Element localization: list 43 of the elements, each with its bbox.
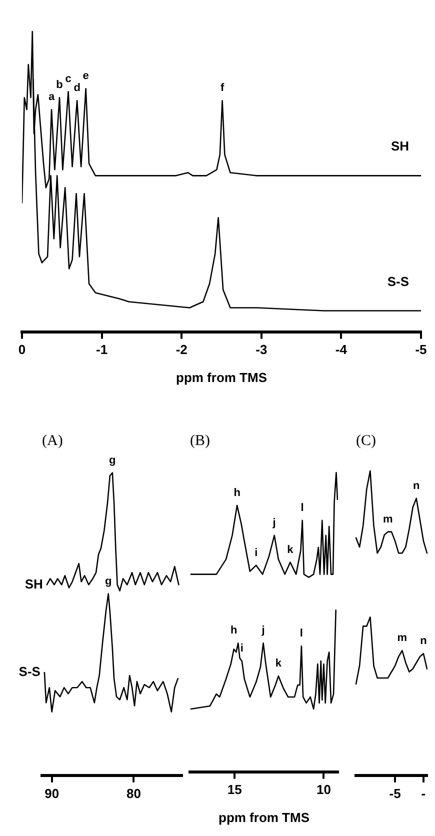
annotation: b	[56, 79, 64, 92]
series-label: S-S	[18, 664, 41, 680]
x-tick-label: 80	[126, 786, 141, 801]
annotation: j	[260, 624, 265, 637]
annotation: h	[230, 624, 238, 637]
annotation: d	[74, 82, 80, 94]
annotation: g	[109, 454, 116, 466]
annotation: e	[82, 70, 89, 82]
x-tick-label: -1	[96, 342, 108, 358]
annotation: l	[300, 502, 304, 514]
annotation: m	[397, 632, 408, 644]
series-label: S-S	[387, 274, 410, 289]
annotation: c	[65, 73, 72, 86]
x-tick-label: -3	[256, 342, 268, 358]
annotation: a	[48, 91, 56, 104]
x-axis-title: ppm from TMS	[176, 370, 268, 385]
series-label: SH	[24, 576, 43, 592]
x-tick-label: -2	[176, 342, 188, 358]
chart-title: (B)	[190, 432, 210, 449]
annotation: n	[420, 635, 428, 648]
annotation: f	[220, 82, 224, 94]
x-tick-label: -4	[335, 342, 348, 358]
annotation: m	[383, 513, 394, 526]
annotation: k	[275, 658, 282, 670]
annotation: i	[254, 546, 258, 559]
annotation: l	[300, 628, 303, 640]
x-tick-label: -	[421, 786, 426, 801]
x-tick-label: 10	[316, 782, 331, 798]
annotation: g	[104, 575, 112, 588]
annotation: j	[272, 516, 276, 529]
x-axis-title: ppm from TMS	[218, 810, 310, 825]
x-tick-label: 90	[44, 786, 60, 801]
annotation: k	[287, 544, 294, 556]
annotation: h	[234, 486, 241, 499]
chart-title: (C)	[356, 432, 376, 449]
annotation: n	[412, 480, 420, 492]
series-label: SH	[390, 138, 409, 154]
x-tick-label: 15	[227, 782, 242, 798]
x-tick-label: -5	[389, 786, 401, 801]
chart-title: (A)	[42, 432, 63, 449]
x-tick-label: 0	[18, 342, 26, 358]
x-tick-label: -5	[415, 342, 427, 358]
annotation: i	[240, 642, 244, 655]
